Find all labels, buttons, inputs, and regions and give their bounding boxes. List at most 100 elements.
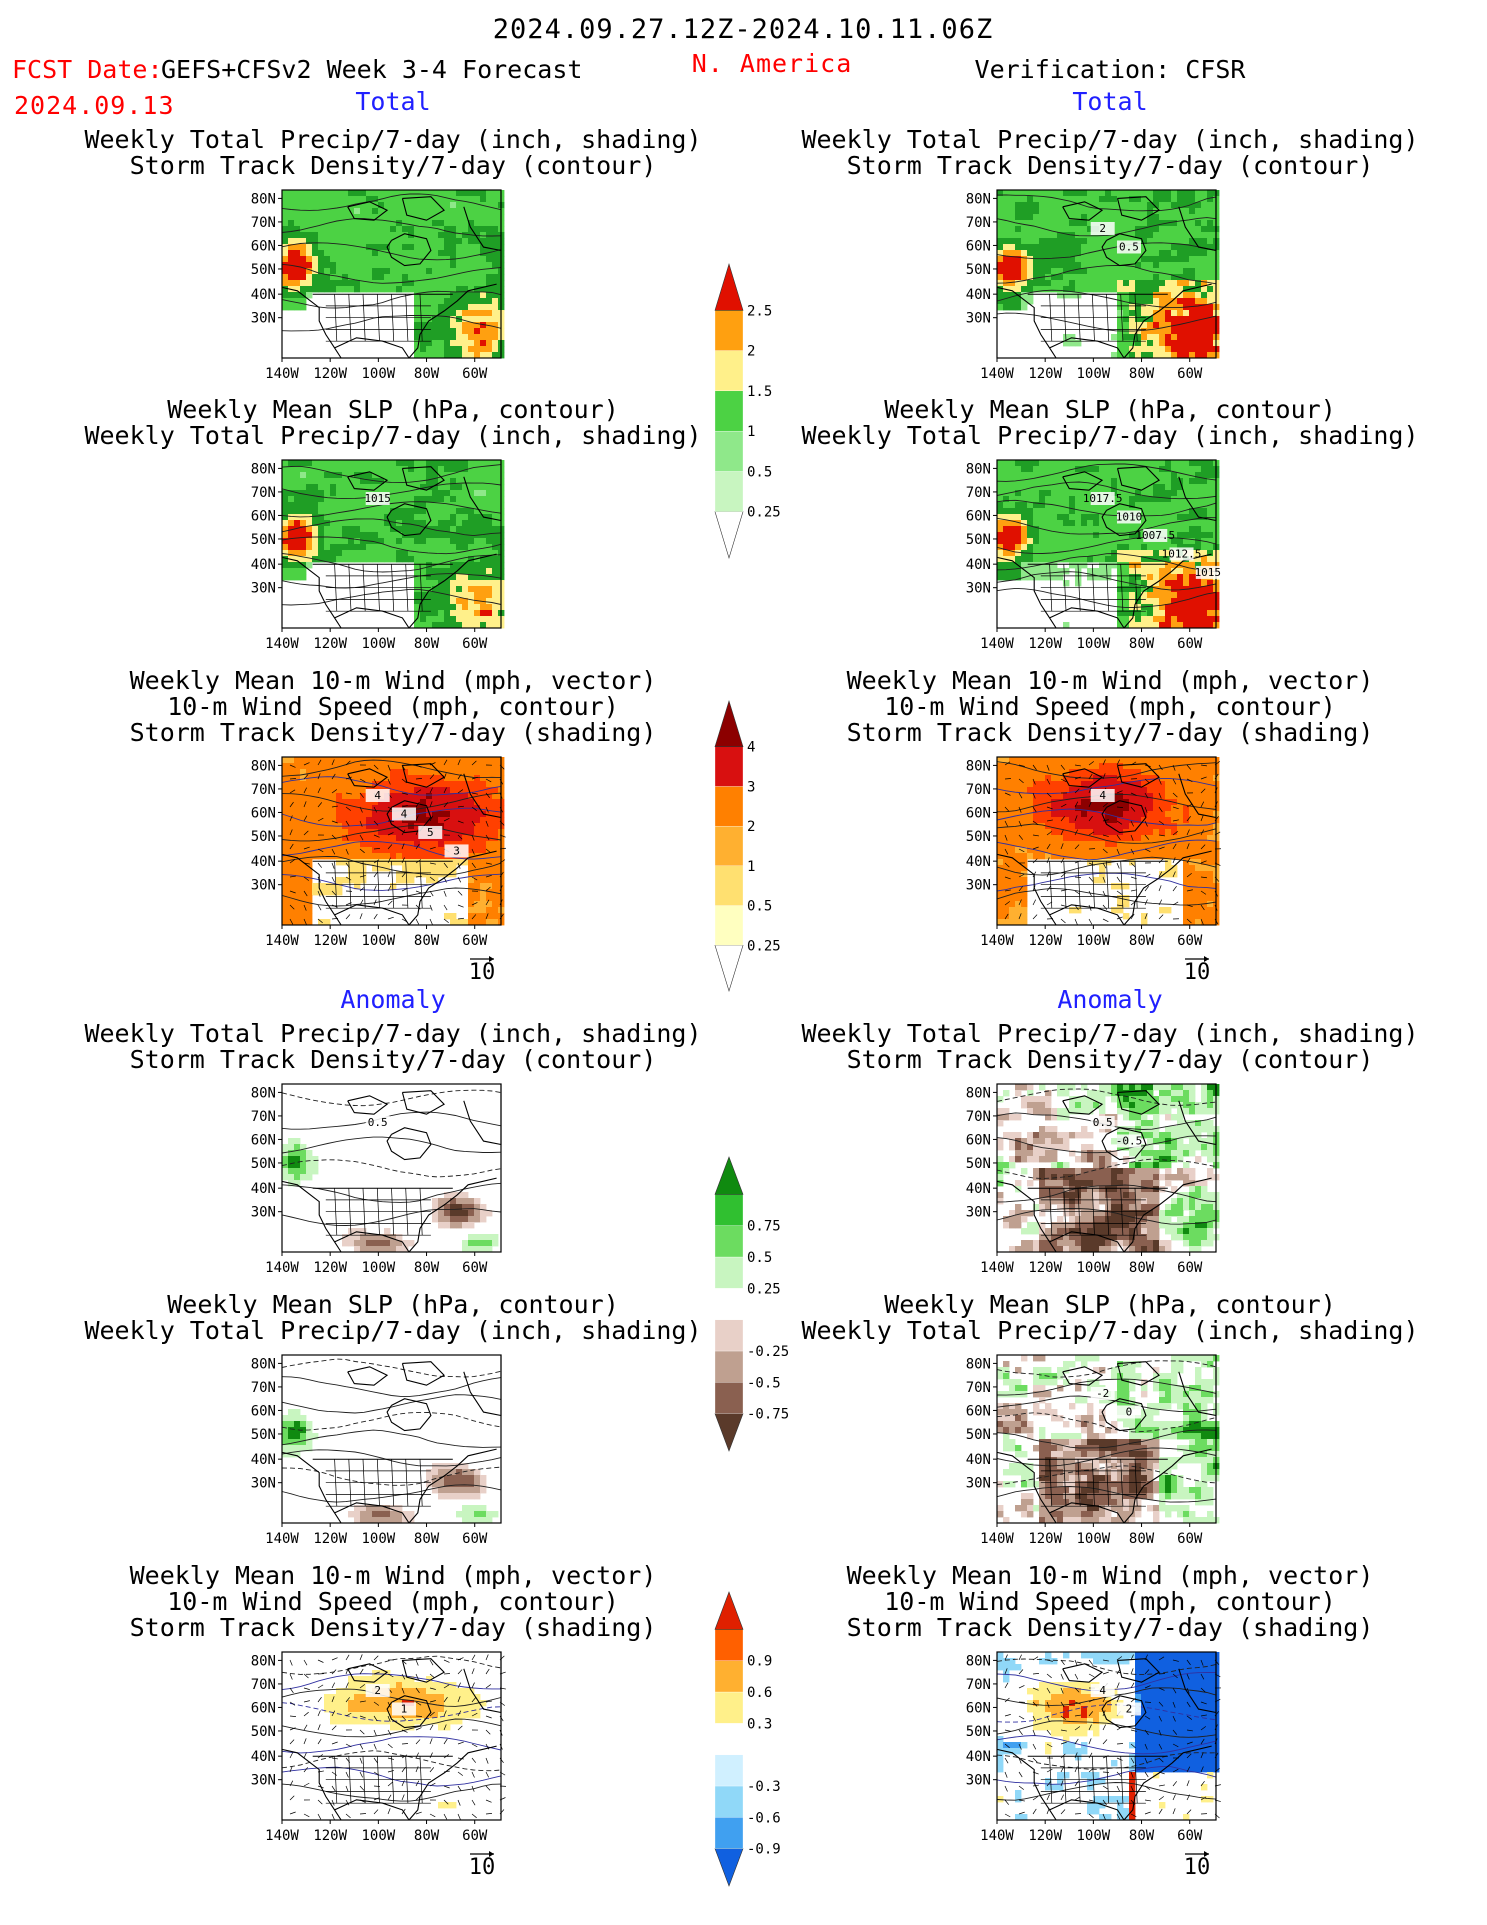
contour-label: 0.5 [368,1116,388,1129]
panel-title-r4c0-0: Weekly Mean SLP (hPa, contour) [167,1290,619,1319]
colorbar-swatch [714,1413,744,1452]
panel-title-r3c0-0: Weekly Total Precip/7-day (inch, shading… [84,1019,701,1048]
lat-tick-label: 80N [251,191,276,207]
contour-label: 4 [1099,1684,1106,1697]
colorbar-swatch [714,825,744,867]
colorbar-swatch [714,699,744,748]
lat-tick-label: 70N [966,1380,991,1396]
lon-tick-label: 120W [313,1531,347,1547]
lon-tick-label: 80W [414,1531,440,1547]
colorbar-swatch [714,1256,744,1289]
panel-title-r1c0-0: Weekly Mean SLP (hPa, contour) [167,395,619,424]
panel-title-r5c0-0: Weekly Mean 10-m Wind (mph, vector) [130,1561,657,1590]
map-panel-forecast-total-wind-track: 80N 70N 60N 50N 40N 30N 140W 120W 100W 80W 60W 4 4 5 3… [251,756,506,985]
colorbar-label: 0.75 [747,1219,781,1235]
lat-tick-label: 30N [966,878,991,894]
colorbar-label: 1 [747,859,755,875]
contour-label: 2 [1126,1702,1133,1715]
colorbar-swatch [714,310,744,351]
lat-tick-label: 50N [251,262,276,278]
panel-title-r2c1-0: Weekly Mean 10-m Wind (mph, vector) [847,666,1374,695]
panel-title-r0c1-1: Storm Track Density/7-day (contour) [847,151,1374,180]
lon-tick-label: 100W [1077,366,1111,382]
lat-tick-label: 50N [966,1156,991,1172]
lat-tick-label: 80N [251,758,276,774]
contour-label: -2 [1096,1387,1109,1400]
lon-tick-label: 80W [1129,1828,1155,1844]
lon-tick-label: 120W [1028,1260,1062,1276]
lon-tick-label: 140W [980,1531,1014,1547]
colorbar-label: 4 [747,740,755,756]
lat-tick-label: 60N [251,508,276,524]
lat-tick-label: 70N [966,485,991,501]
lat-tick-label: 60N [966,1132,991,1148]
map-panel-forecast-total-slp-precip: 80N 70N 60N 50N 40N 30N 140W 120W 100W 80W 60W 1015 [251,459,505,652]
lat-tick-label: 40N [251,287,276,303]
lon-tick-label: 100W [362,636,396,652]
lon-tick-label: 60W [462,933,488,949]
colorbar-swatch [714,1785,744,1818]
lat-tick-label: 80N [966,1085,991,1101]
lat-tick-label: 50N [966,1427,991,1443]
lon-tick-label: 120W [1028,1531,1062,1547]
lat-tick-label: 80N [966,461,991,477]
lat-tick-label: 50N [251,532,276,548]
lon-tick-label: 140W [980,1828,1014,1844]
lat-tick-label: 40N [966,557,991,573]
colorbar-label: -0.9 [747,1842,781,1858]
lon-tick-label: 80W [414,933,440,949]
colorbar-label: 3 [747,779,755,795]
lon-tick-label: 80W [1129,366,1155,382]
lon-tick-label: 80W [1129,1531,1155,1547]
colorbar-label: 0.5 [747,899,772,915]
lon-tick-label: 80W [1129,636,1155,652]
colorbar-label: -0.5 [747,1375,781,1391]
colorbar-label: 0.6 [747,1685,772,1701]
lon-tick-label: 60W [462,366,488,382]
lon-tick-label: 60W [1177,1531,1203,1547]
map-panel-verification-anomaly-slp-precip: 80N 70N 60N 50N 40N 30N 140W 120W 100W 80W 60W -2 0 [966,1354,1220,1547]
lat-tick-label: 40N [251,854,276,870]
lon-tick-label: 80W [414,1828,440,1844]
date-range-title: 2024.09.27.12Z-2024.10.11.06Z [493,14,993,45]
lat-tick-label: 80N [966,1356,991,1372]
lon-tick-label: 140W [265,636,299,652]
colorbar-label: 0.25 [747,938,781,954]
map-panel-forecast-anomaly-precip-track: 80N 70N 60N 50N 40N 30N 140W 120W 100W 80W 60W 0.5 [251,1083,502,1276]
lat-tick-label: 60N [966,1403,991,1419]
lon-tick-label: 100W [362,1828,396,1844]
contour-label: 5 [427,826,434,839]
contour-label: 4 [1099,789,1106,802]
section-anomaly-verification: Anomaly [1057,985,1162,1014]
contour-label: 1012.5 [1162,547,1202,560]
map-frame [996,189,1217,359]
colorbar-swatch [714,471,744,512]
lon-tick-label: 140W [980,1260,1014,1276]
panel-title-r3c1-0: Weekly Total Precip/7-day (inch, shading… [801,1019,1418,1048]
lon-tick-label: 100W [362,1260,396,1276]
lon-tick-label: 120W [1028,933,1062,949]
lon-tick-label: 120W [313,1260,347,1276]
lat-tick-label: 60N [966,508,991,524]
colorbar-track: 0.25 0.5 1 2 3 4 [714,699,781,993]
panel-title-r2c0-1: 10-m Wind Speed (mph, contour) [167,692,619,721]
colorbar-label: 2 [747,819,755,835]
lat-tick-label: 30N [251,878,276,894]
colorbar-label: -0.6 [747,1810,781,1826]
lon-tick-label: 140W [980,636,1014,652]
lon-tick-label: 80W [414,366,440,382]
lon-tick-label: 80W [414,636,440,652]
map-frame [281,189,502,359]
lon-tick-label: 120W [313,366,347,382]
colorbar-swatch [714,1848,744,1887]
colorbar-swatch [714,1319,744,1352]
colorbar-label: 0.3 [747,1716,772,1732]
map-panel-forecast-anomaly-wind-track: 80N 70N 60N 50N 40N 30N 140W 120W 100W 80W 60W 2 1 10 [251,1651,507,1880]
lon-tick-label: 120W [1028,636,1062,652]
colorbar-swatch [714,1288,744,1320]
colorbar-precip: 0.25 0.5 1 1.5 2 2.5 [714,262,781,560]
lat-tick-label: 50N [251,1724,276,1740]
lat-tick-label: 50N [251,1427,276,1443]
lat-tick-label: 40N [251,1749,276,1765]
lat-tick-label: 30N [251,581,276,597]
